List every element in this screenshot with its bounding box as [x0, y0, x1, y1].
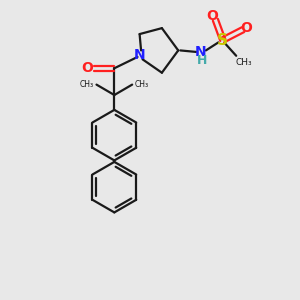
Text: O: O — [241, 21, 253, 35]
Text: CH₃: CH₃ — [80, 80, 94, 88]
Text: CH₃: CH₃ — [236, 58, 253, 67]
Text: N: N — [195, 45, 206, 59]
Text: CH₃: CH₃ — [135, 80, 149, 88]
Text: S: S — [217, 32, 228, 47]
Text: O: O — [206, 9, 218, 23]
Text: N: N — [134, 48, 146, 62]
Text: H: H — [197, 54, 207, 67]
Text: O: O — [82, 61, 94, 75]
